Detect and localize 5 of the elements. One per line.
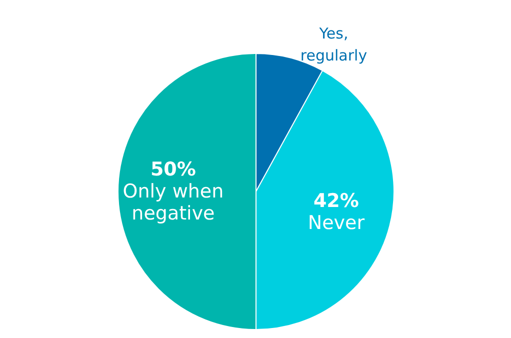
slice-label: Only when negative [122,180,224,224]
slice-label: Never [308,212,365,234]
data-label: 42% [313,190,359,212]
data-label: 50% [150,158,196,180]
slice-label: Yes, regularly [300,24,368,64]
